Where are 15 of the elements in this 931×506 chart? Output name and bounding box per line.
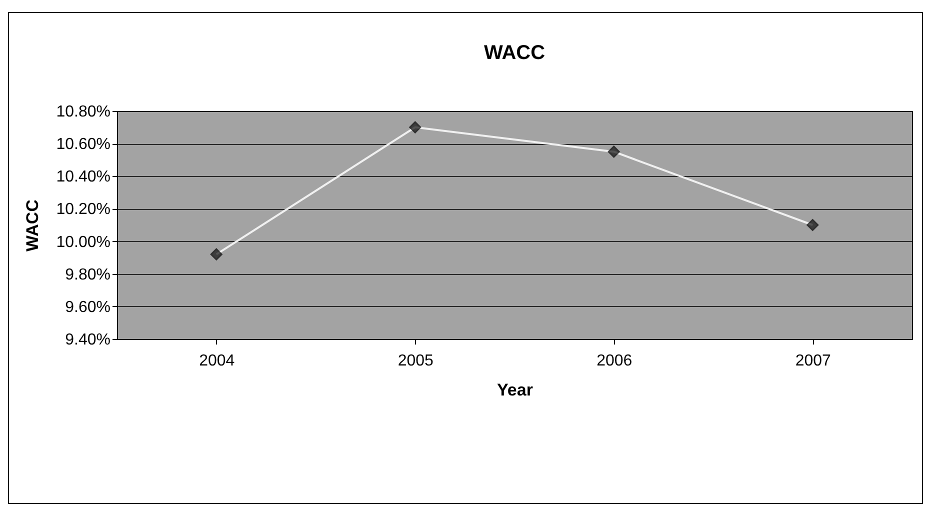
x-tick-label: 2006 bbox=[596, 352, 632, 370]
x-tick-label: 2004 bbox=[199, 352, 235, 370]
x-tick-label: 2007 bbox=[795, 352, 832, 370]
y-axis-title: WACC bbox=[23, 200, 42, 252]
y-tick-label: 10.80% bbox=[56, 104, 110, 120]
chart-title: WACC bbox=[484, 42, 546, 64]
y-tick-label: 10.40% bbox=[56, 168, 110, 186]
y-tick-label: 9.40% bbox=[65, 332, 110, 348]
y-tick-label: 9.60% bbox=[65, 298, 110, 316]
x-tick-label: 2005 bbox=[398, 352, 434, 370]
y-tick-label: 10.60% bbox=[56, 136, 110, 154]
y-tick-label: 9.80% bbox=[65, 266, 110, 284]
y-tick-label: 10.20% bbox=[56, 201, 110, 218]
x-axis-title: Year bbox=[497, 380, 534, 400]
y-tick-label: 10.00% bbox=[56, 234, 110, 251]
